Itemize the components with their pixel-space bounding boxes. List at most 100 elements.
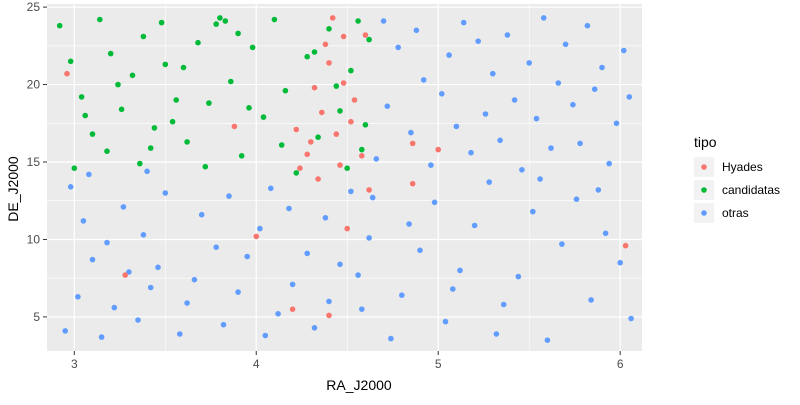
data-point-otras xyxy=(75,294,81,300)
data-point-otras xyxy=(135,317,141,323)
data-point-hyades xyxy=(308,139,314,145)
data-point-hyades xyxy=(337,162,343,168)
data-point-candidatas xyxy=(315,134,321,140)
data-point-candidatas xyxy=(104,148,110,154)
data-point-otras xyxy=(322,215,329,221)
data-point-candidatas xyxy=(158,19,165,26)
data-point-otras xyxy=(162,190,169,196)
data-point-otras xyxy=(326,298,332,305)
data-point-otras xyxy=(80,218,87,224)
x-tick-label: 5 xyxy=(435,357,442,371)
data-point-otras xyxy=(262,332,269,339)
data-point-candidatas xyxy=(162,61,169,68)
data-point-otras xyxy=(482,111,489,117)
data-point-hyades xyxy=(253,233,260,240)
data-point-hyades xyxy=(359,153,365,159)
data-point-hyades xyxy=(326,60,332,66)
data-point-hyades xyxy=(366,187,372,193)
data-point-candidatas xyxy=(260,114,267,120)
data-point-otras xyxy=(384,103,391,109)
x-axis-title: RA_J2000 xyxy=(326,377,392,393)
x-tick-label: 6 xyxy=(617,357,624,371)
data-point-otras xyxy=(493,331,500,337)
data-point-otras xyxy=(104,239,110,246)
data-point-otras xyxy=(120,204,127,210)
data-point-hyades xyxy=(122,272,128,278)
data-point-otras xyxy=(533,115,540,122)
data-point-otras xyxy=(460,19,467,26)
legend-label-candidatas: candidatas xyxy=(722,183,780,197)
data-point-hyades xyxy=(409,180,416,187)
data-point-otras xyxy=(286,205,292,212)
data-point-hyades xyxy=(409,140,416,147)
grid-major xyxy=(47,4,642,351)
data-point-otras xyxy=(220,321,227,328)
data-point-candidatas xyxy=(278,142,285,148)
data-point-candidatas xyxy=(246,105,252,111)
data-point-otras xyxy=(439,91,445,97)
data-point-otras xyxy=(500,301,507,308)
legend-title: tipo xyxy=(694,134,717,150)
data-point-otras xyxy=(606,160,612,167)
data-point-otras xyxy=(475,38,482,44)
data-point-hyades xyxy=(231,123,238,130)
data-point-candidatas xyxy=(337,108,343,114)
data-point-otras xyxy=(591,86,598,92)
data-point-otras xyxy=(399,292,405,299)
data-point-candidatas xyxy=(137,160,143,167)
data-point-otras xyxy=(198,211,205,218)
y-tick-label: 5 xyxy=(33,310,40,324)
data-point-otras xyxy=(257,225,263,232)
series-hyades xyxy=(64,15,629,319)
data-point-candidatas xyxy=(180,64,187,71)
data-point-candidatas xyxy=(311,49,318,55)
data-point-candidatas xyxy=(235,30,241,37)
data-point-otras xyxy=(628,315,634,322)
data-point-otras xyxy=(584,22,591,29)
data-point-otras xyxy=(511,97,518,103)
data-point-otras xyxy=(311,325,318,331)
data-point-otras xyxy=(446,52,452,58)
series-otras xyxy=(62,15,634,344)
data-point-candidatas xyxy=(238,153,245,159)
data-point-otras xyxy=(457,267,463,274)
data-point-otras xyxy=(526,60,532,66)
data-point-candidatas xyxy=(107,50,114,57)
data-point-candidatas xyxy=(78,94,85,100)
data-point-candidatas xyxy=(271,16,278,23)
data-point-hyades xyxy=(333,131,340,137)
data-point-otras xyxy=(515,273,522,280)
data-point-otras xyxy=(184,300,190,306)
data-point-candidatas xyxy=(202,163,209,170)
data-point-candidatas xyxy=(366,36,372,43)
data-point-candidatas xyxy=(195,39,201,46)
data-point-hyades xyxy=(64,70,70,77)
data-points xyxy=(56,15,634,344)
data-point-candidatas xyxy=(151,125,158,131)
data-point-otras xyxy=(570,101,576,108)
data-point-otras xyxy=(395,44,402,51)
data-point-otras xyxy=(147,284,154,291)
series-candidatas xyxy=(56,15,372,176)
data-point-otras xyxy=(490,70,496,77)
data-point-hyades xyxy=(311,84,318,91)
data-point-otras xyxy=(89,256,96,263)
data-point-otras xyxy=(602,230,609,237)
data-point-otras xyxy=(548,145,554,151)
data-point-otras xyxy=(595,187,602,193)
data-point-hyades xyxy=(289,306,296,313)
data-point-candidatas xyxy=(129,72,136,79)
plot-panel xyxy=(47,4,642,351)
data-point-candidatas xyxy=(115,81,121,88)
data-point-hyades xyxy=(344,225,351,232)
data-point-candidatas xyxy=(348,67,354,74)
data-point-otras xyxy=(366,235,372,241)
data-point-otras xyxy=(471,222,478,229)
data-point-otras xyxy=(428,162,434,168)
data-point-otras xyxy=(621,47,627,54)
data-point-otras xyxy=(431,199,438,206)
data-point-candidatas xyxy=(282,87,289,94)
data-point-candidatas xyxy=(173,97,179,103)
data-point-otras xyxy=(540,15,547,21)
